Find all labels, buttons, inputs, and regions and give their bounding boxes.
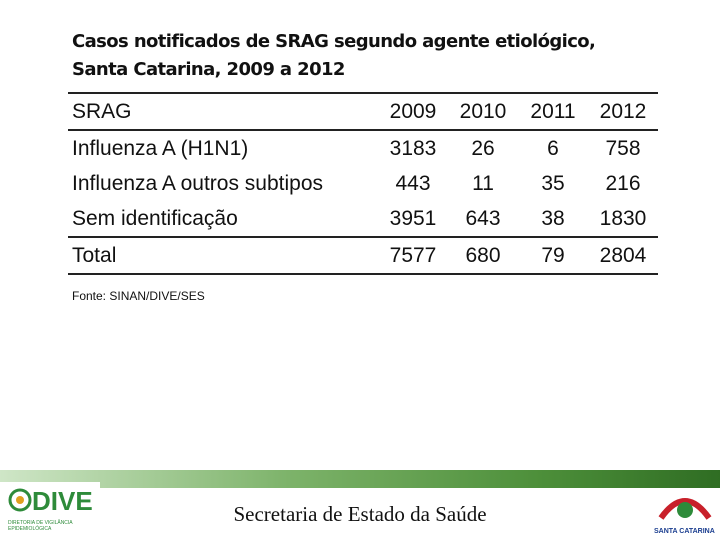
table-row: Total 7577 680 79 2804: [68, 237, 658, 274]
header-cell: 2009: [389, 99, 437, 123]
table-cell: 6: [547, 136, 559, 160]
logo-emblem: [658, 498, 712, 520]
table-cell: 2804: [599, 243, 647, 267]
title-line: Casos notificados de SRAG segundo agente…: [72, 31, 596, 52]
title-line: Santa Catarina, 2009 a 2012: [72, 59, 345, 80]
header-cell: 2010: [459, 99, 507, 123]
title: Casos notificados de SRAG segundo agente…: [72, 28, 596, 84]
logo-icon: [8, 488, 32, 512]
table-cell: 1830: [599, 206, 647, 230]
table-cell: 443: [395, 171, 431, 195]
header-cell: 2011: [530, 99, 576, 123]
data-table: SRAG 2009 2010 2011 2012 Influenza A (H1N1) 3…: [68, 92, 658, 275]
table-cell: 79: [541, 243, 565, 267]
table-cell: 11: [472, 171, 494, 195]
logo-right: SANTA CATARINA: [650, 488, 720, 540]
table-cell: 26: [471, 136, 495, 160]
footer-bar: [0, 470, 720, 488]
table-cell: 643: [465, 206, 501, 230]
header-cell: 2012: [599, 99, 647, 123]
header-row: SRAG 2009 2010 2011 2012: [68, 93, 658, 130]
table-cell: Influenza A outros subtipos: [72, 171, 324, 195]
table-cell: 35: [541, 171, 565, 195]
logo-name: DIVE: [32, 486, 93, 516]
table-row: Sem identificação 3951 643 38 1830: [68, 201, 658, 237]
source: Fonte: SINAN/DIVE/SES: [72, 289, 205, 303]
logo-sub: DIRETORIA DE VIGILÂNCIA EPIDEMIOLÓGICA: [8, 520, 73, 532]
table-cell: 680: [465, 243, 501, 267]
table-cell: 3183: [389, 136, 437, 160]
table-row: Influenza A outros subtipos 443 11 35 216: [68, 166, 658, 201]
table-cell: Total: [72, 243, 117, 267]
table-row: Influenza A (H1N1) 3183 26 6 758: [68, 130, 658, 166]
table-cell: 3951: [389, 206, 437, 230]
logo-left: DIVE DIRETORIA DE VIGILÂNCIA EPIDEMIOLÓG…: [0, 482, 100, 540]
logo-text: SANTA CATARINA: [654, 528, 715, 535]
table-cell: Sem identificação: [72, 206, 238, 230]
table-cell: 216: [605, 171, 641, 195]
table-cell: 758: [605, 136, 641, 160]
header-cell: SRAG: [72, 99, 132, 123]
table-cell: Influenza A (H1N1): [72, 136, 249, 160]
table-cell: 38: [541, 206, 565, 230]
footer-text: Secretaria de Estado da Saúde: [233, 502, 487, 526]
table-cell: 7577: [389, 243, 437, 267]
